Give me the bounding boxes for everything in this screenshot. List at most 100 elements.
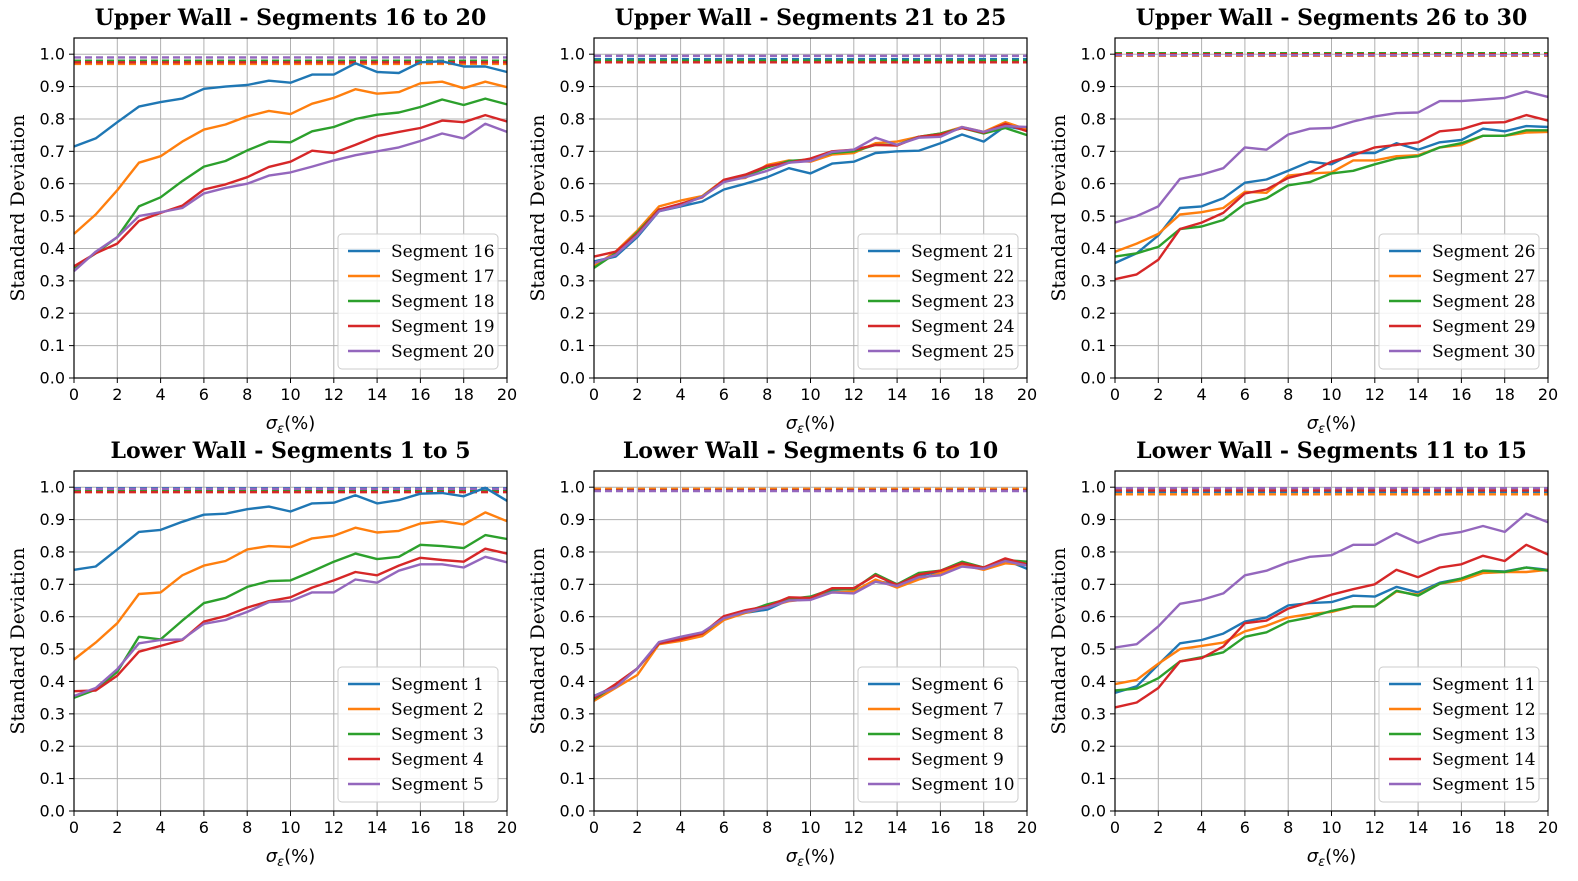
x-tick-label: 10 [1321, 818, 1341, 837]
y-tick-label: 0.1 [560, 769, 585, 788]
x-tick-label: 20 [1538, 385, 1558, 404]
y-tick-label: 0.9 [560, 77, 585, 96]
x-tick-label: 14 [887, 818, 907, 837]
y-tick-label: 0.9 [40, 510, 65, 529]
x-tick-label: 16 [1451, 385, 1471, 404]
legend: Segment 21 Segment 22 Segment 23 Segment 24… [857, 233, 1019, 370]
legend-box [1378, 666, 1540, 803]
x-axis-label: σε(%) [1307, 413, 1357, 437]
legend-box [337, 666, 499, 803]
series-line-2 [73, 80, 508, 235]
legend-label-4: Segment 9 [911, 750, 1004, 770]
y-tick-label: 1.0 [560, 478, 585, 497]
x-tick-label: 18 [974, 818, 994, 837]
x-axis-label: σε(%) [786, 413, 836, 437]
x-tick-label: 10 [280, 818, 300, 837]
y-tick-label: 0.5 [560, 640, 585, 659]
legend-label-1: Segment 6 [911, 675, 1004, 695]
x-tick-label: 20 [1017, 818, 1037, 837]
x-tick-label: 12 [324, 385, 344, 404]
x-tick-label: 8 [1283, 385, 1293, 404]
x-tick-label: 20 [497, 818, 517, 837]
y-tick-label: 0.6 [1081, 174, 1106, 193]
y-tick-label: 0.5 [1081, 640, 1106, 659]
legend-label-1: Segment 21 [911, 242, 1015, 262]
y-tick-label: 0.5 [40, 640, 65, 659]
series-line-1 [1114, 124, 1549, 265]
y-tick-label: 0.5 [560, 207, 585, 226]
y-tick-label: 0.3 [40, 271, 65, 290]
x-tick-label: 2 [1153, 818, 1163, 837]
series-line-5 [73, 122, 508, 272]
legend-label-5: Segment 25 [911, 342, 1015, 362]
x-tick-label: 2 [112, 385, 122, 404]
x-tick-label: 20 [497, 385, 517, 404]
x-axis-label: σε(%) [266, 846, 316, 870]
y-tick-label: 0.4 [560, 672, 585, 691]
x-tick-label: 8 [762, 385, 772, 404]
legend-label-4: Segment 14 [1432, 750, 1536, 770]
y-tick-label: 0.3 [560, 704, 585, 723]
x-tick-label: 6 [199, 818, 209, 837]
chart-panel-4: 0 2 4 6 8 10 12 14 16 18 20 0.0 0.1 0.2 0.3 0.4 0.5 0.6 0.… [7, 438, 517, 870]
series-line-3 [1114, 129, 1548, 258]
series-line-2 [73, 511, 508, 661]
y-tick-label: 0.0 [560, 369, 585, 388]
y-tick-label: 0.6 [560, 174, 585, 193]
x-tick-label: 10 [280, 385, 300, 404]
x-tick-label: 16 [410, 385, 430, 404]
y-tick-label: 0.2 [1081, 304, 1106, 323]
series-line-4 [1114, 543, 1549, 709]
y-tick-label: 0.0 [40, 802, 65, 821]
x-tick-label: 4 [1197, 818, 1207, 837]
y-tick-label: 0.6 [40, 607, 65, 626]
chart-panel-6: 0 2 4 6 8 10 12 14 16 18 20 0.0 0.1 0.2 0.3 0.4 0.5 0.6 0.… [1048, 438, 1558, 870]
y-tick-label: 0.7 [1081, 575, 1106, 594]
y-tick-label: 0.4 [1081, 672, 1106, 691]
chart-title: Upper Wall - Segments 21 to 25 [615, 5, 1007, 31]
x-tick-label: 0 [69, 818, 79, 837]
x-tick-label: 10 [800, 818, 820, 837]
legend-label-1: Segment 1 [391, 675, 484, 695]
y-tick-label: 0.2 [1081, 737, 1106, 756]
y-tick-label: 0.8 [40, 542, 65, 561]
x-tick-label: 2 [112, 818, 122, 837]
x-tick-label: 4 [156, 818, 166, 837]
legend: Segment 16 Segment 17 Segment 18 Segment 19… [337, 233, 499, 370]
y-axis-label: Standard Deviation [527, 115, 549, 302]
x-tick-label: 6 [719, 818, 729, 837]
legend-label-4: Segment 29 [1432, 317, 1536, 337]
legend: Segment 1 Segment 2 Segment 3 Segment 4 Segm… [337, 666, 499, 803]
y-axis-label: Standard Deviation [7, 548, 29, 735]
legend: Segment 6 Segment 7 Segment 8 Segment 9 Segm… [857, 666, 1019, 803]
x-tick-label: 4 [676, 818, 686, 837]
y-tick-label: 0.9 [560, 510, 585, 529]
y-tick-label: 0.4 [1081, 239, 1106, 258]
y-tick-label: 0.1 [40, 336, 65, 355]
chart-panel-3: 0 2 4 6 8 10 12 14 16 18 20 0.0 0.1 0.2 0.3 0.4 0.5 0.6 0.… [1048, 5, 1558, 437]
y-tick-label: 0.8 [560, 542, 585, 561]
y-tick-label: 0.3 [560, 271, 585, 290]
chart-title: Lower Wall - Segments 1 to 5 [110, 438, 470, 464]
legend-label-3: Segment 13 [1432, 725, 1536, 745]
legend: Segment 11 Segment 12 Segment 13 Segment 14… [1378, 666, 1540, 803]
plot-frame [1114, 37, 1549, 379]
x-tick-label: 4 [156, 385, 166, 404]
x-tick-label: 4 [1197, 385, 1207, 404]
legend-label-5: Segment 30 [1432, 342, 1536, 362]
y-tick-label: 0.1 [1081, 769, 1106, 788]
plot-frame [73, 37, 508, 379]
legend-label-4: Segment 4 [391, 750, 484, 770]
y-tick-label: 0.9 [1081, 77, 1106, 96]
legend-label-2: Segment 7 [911, 700, 1004, 720]
x-tick-label: 8 [242, 385, 252, 404]
x-tick-label: 12 [1365, 385, 1385, 404]
legend-label-5: Segment 5 [391, 775, 484, 795]
x-tick-label: 16 [930, 385, 950, 404]
plot-frame [593, 470, 1028, 812]
y-axis-label: Standard Deviation [7, 115, 29, 302]
x-tick-label: 12 [844, 818, 864, 837]
x-tick-label: 10 [800, 385, 820, 404]
y-tick-label: 0.7 [1081, 142, 1106, 161]
y-tick-label: 0.3 [1081, 704, 1106, 723]
